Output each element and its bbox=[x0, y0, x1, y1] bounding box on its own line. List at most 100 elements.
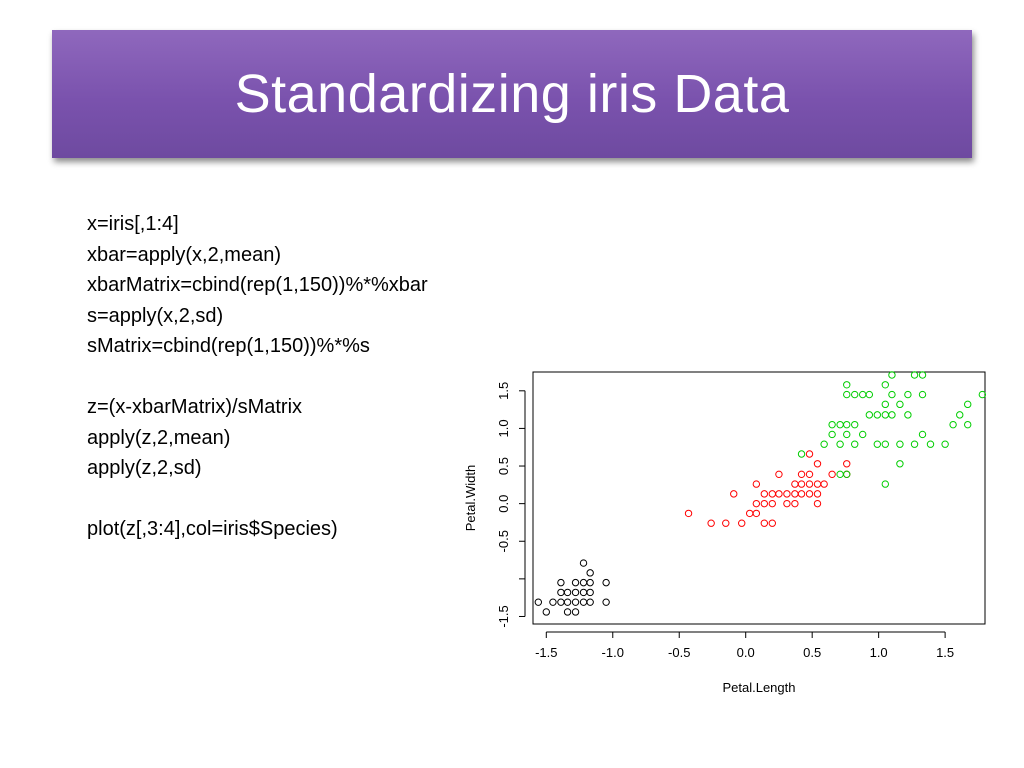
data-point bbox=[843, 381, 851, 389]
code-line: xbar=apply(x,2,mean) bbox=[87, 243, 281, 266]
data-point bbox=[797, 480, 806, 488]
data-point bbox=[904, 411, 912, 419]
data-point bbox=[843, 430, 851, 439]
data-point bbox=[563, 588, 572, 597]
data-point bbox=[836, 420, 844, 429]
data-point bbox=[805, 470, 814, 479]
data-point bbox=[888, 411, 896, 419]
x-tick-label: 0.5 bbox=[803, 645, 821, 660]
data-point bbox=[768, 519, 776, 527]
data-point bbox=[563, 598, 572, 606]
data-point bbox=[760, 490, 769, 498]
data-point bbox=[881, 411, 889, 419]
code-line: apply(z,2,mean) bbox=[87, 426, 231, 449]
code-line: plot(z[,3:4],col=iris$Species) bbox=[87, 518, 338, 540]
data-point bbox=[813, 460, 822, 468]
data-point bbox=[828, 430, 836, 439]
data-point bbox=[791, 499, 799, 508]
data-point bbox=[910, 371, 919, 379]
data-point bbox=[775, 470, 783, 479]
data-point bbox=[888, 390, 896, 399]
data-point bbox=[791, 490, 799, 498]
data-point bbox=[797, 470, 806, 479]
data-point bbox=[752, 499, 761, 508]
data-point bbox=[783, 499, 791, 508]
data-point bbox=[586, 588, 594, 597]
data-point bbox=[579, 578, 588, 587]
data-point bbox=[858, 430, 867, 439]
y-tick-label: 0.0 bbox=[496, 495, 511, 513]
data-point bbox=[707, 519, 715, 527]
data-point bbox=[586, 598, 594, 606]
data-point bbox=[851, 420, 859, 429]
x-tick-label: -1.0 bbox=[602, 645, 624, 660]
data-point bbox=[836, 440, 844, 448]
data-point bbox=[836, 470, 844, 479]
y-tick-label: -1.5 bbox=[496, 605, 511, 627]
data-point bbox=[813, 480, 822, 488]
data-point bbox=[851, 440, 859, 448]
code-line: apply(z,2,sd) bbox=[87, 457, 202, 479]
data-point bbox=[978, 390, 987, 399]
data-point bbox=[926, 440, 935, 448]
data-point bbox=[571, 588, 580, 597]
data-point bbox=[557, 598, 565, 606]
y-tick-label: -0.5 bbox=[496, 530, 511, 552]
data-point bbox=[571, 578, 580, 587]
data-point bbox=[602, 578, 610, 587]
data-point bbox=[896, 460, 904, 468]
data-point bbox=[865, 390, 874, 399]
data-point bbox=[851, 390, 859, 399]
data-point bbox=[843, 390, 851, 399]
data-point bbox=[820, 480, 828, 488]
data-point bbox=[813, 490, 822, 498]
data-point bbox=[752, 509, 761, 518]
data-point bbox=[918, 430, 927, 439]
data-point bbox=[881, 440, 889, 448]
data-point bbox=[964, 400, 972, 409]
data-point bbox=[579, 598, 588, 606]
data-point bbox=[910, 440, 919, 448]
y-tick-label: 1.5 bbox=[496, 382, 511, 400]
data-point bbox=[579, 559, 588, 567]
code-line bbox=[87, 362, 428, 393]
data-point bbox=[918, 390, 927, 399]
data-point bbox=[873, 440, 882, 448]
data-point bbox=[542, 608, 550, 616]
data-point bbox=[586, 578, 594, 587]
data-point bbox=[730, 490, 738, 498]
data-point bbox=[738, 519, 746, 527]
slide-title: Standardizing iris Data bbox=[234, 64, 790, 124]
data-point bbox=[896, 440, 904, 448]
data-point bbox=[964, 420, 972, 429]
data-point bbox=[557, 588, 565, 597]
x-tick-label: 1.5 bbox=[936, 645, 954, 660]
data-point bbox=[813, 499, 822, 508]
data-point bbox=[549, 598, 557, 606]
data-point bbox=[586, 569, 594, 577]
data-point bbox=[602, 598, 610, 606]
data-point bbox=[873, 411, 882, 419]
data-point bbox=[805, 480, 814, 488]
data-point bbox=[571, 598, 580, 606]
y-tick-label: 1.0 bbox=[496, 419, 511, 437]
data-point bbox=[949, 420, 957, 429]
code-line bbox=[87, 484, 428, 515]
data-point bbox=[918, 371, 927, 379]
x-tick-label: -0.5 bbox=[668, 645, 690, 660]
x-axis-title: Petal.Length bbox=[722, 680, 795, 695]
code-line: z=(x-xbarMatrix)/sMatrix bbox=[87, 396, 303, 418]
data-point bbox=[904, 390, 912, 399]
data-point bbox=[768, 499, 776, 508]
data-point bbox=[843, 470, 851, 479]
code-line: sMatrix=cbind(rep(1,150))%*%s bbox=[87, 335, 370, 357]
data-point bbox=[534, 598, 543, 606]
data-point bbox=[888, 371, 896, 379]
data-point bbox=[843, 460, 851, 468]
data-point bbox=[828, 420, 836, 429]
scatter-plot: -1.5 -1.0 -0.5 0.0 0.5 1.0 1.5 -1.5 -0.5 0.0 0.5 1.… bbox=[463, 371, 987, 695]
x-tick-label: 0.0 bbox=[737, 645, 755, 660]
data-point bbox=[797, 490, 806, 498]
data-point bbox=[783, 490, 791, 498]
data-point bbox=[881, 480, 889, 488]
